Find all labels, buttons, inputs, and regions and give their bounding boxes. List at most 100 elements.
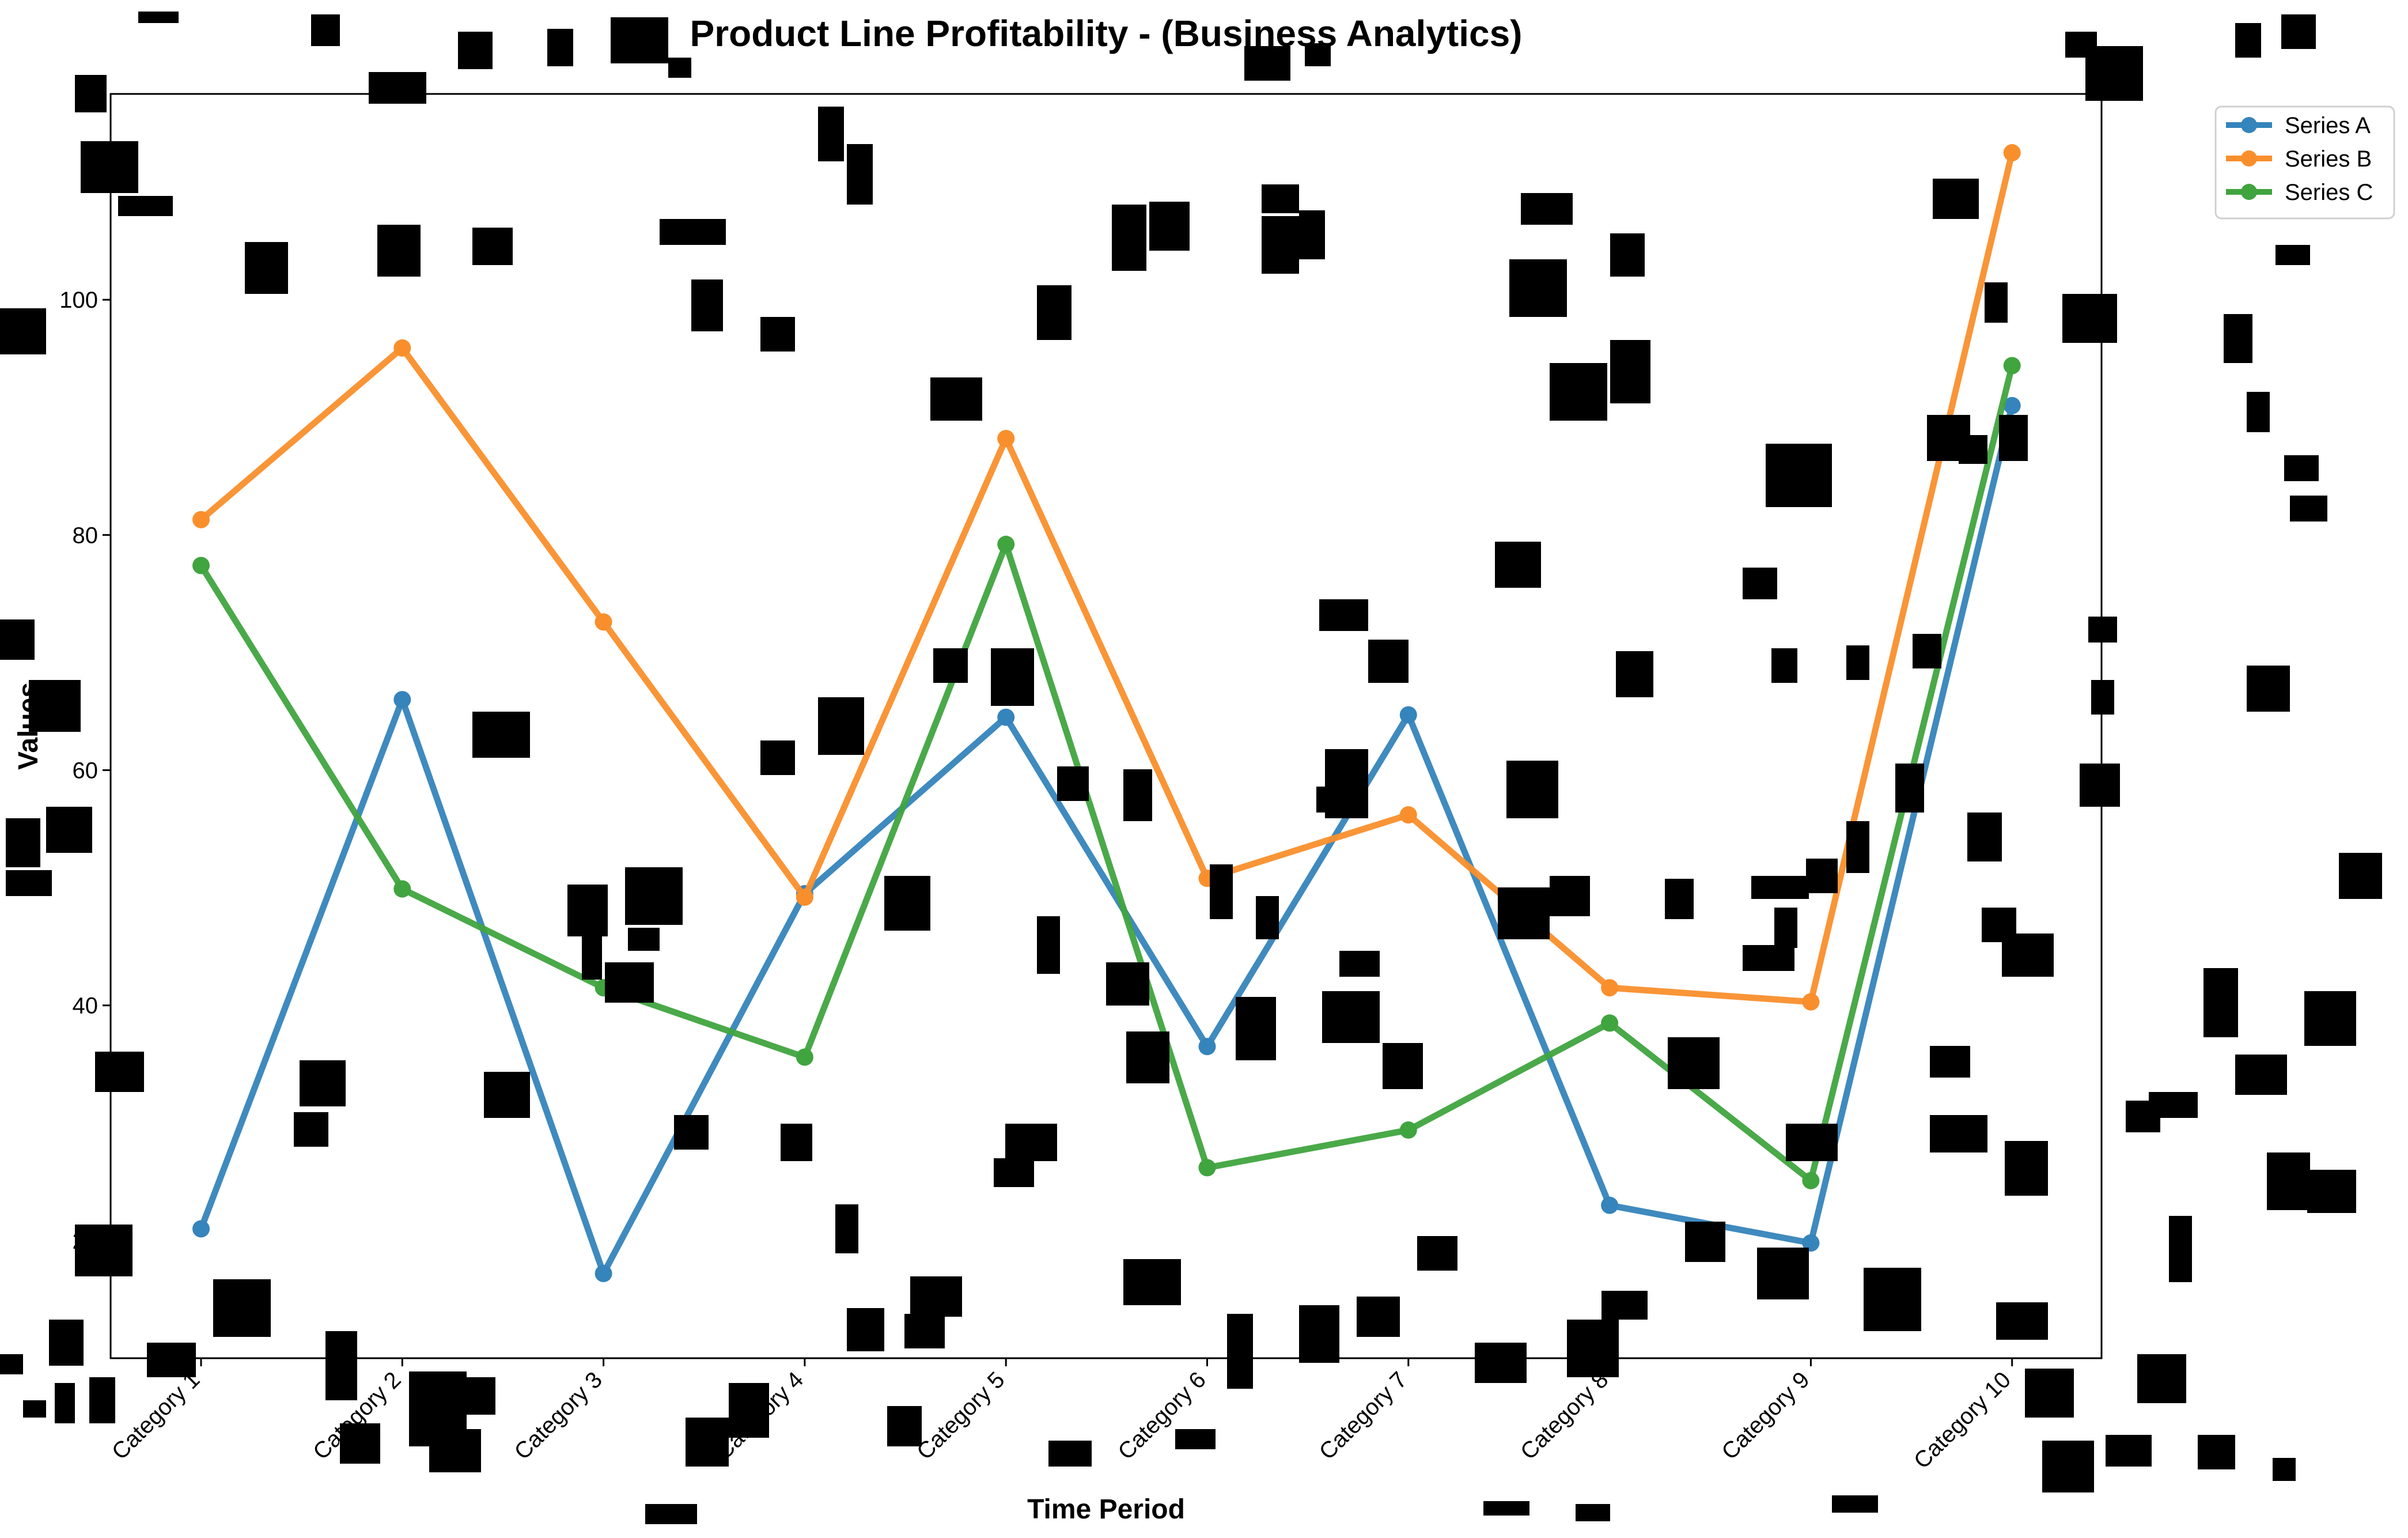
data-point xyxy=(997,429,1015,447)
occlusion-block xyxy=(55,1383,75,1423)
occlusion-block xyxy=(118,196,173,216)
occlusion-block xyxy=(369,72,426,104)
series-line xyxy=(198,362,2016,1184)
occlusion-block xyxy=(2276,245,2310,265)
occlusion-block xyxy=(2224,314,2252,363)
occlusion-block xyxy=(1766,444,1832,507)
occlusion-block xyxy=(1123,769,1152,821)
occlusion-block xyxy=(1601,1291,1648,1320)
occlusion-block xyxy=(729,1383,769,1438)
occlusion-block xyxy=(1832,1495,1878,1513)
occlusion-block xyxy=(904,1314,945,1348)
occlusion-block xyxy=(325,1331,357,1400)
occlusion-block xyxy=(2267,1152,2310,1210)
occlusion-block xyxy=(2002,934,2054,977)
occlusion-block xyxy=(1299,1305,1339,1363)
occlusion-block xyxy=(1576,1504,1610,1521)
occlusion-block xyxy=(2273,1458,2296,1481)
occlusion-block xyxy=(1567,1320,1619,1377)
occlusion-block xyxy=(1383,1043,1423,1089)
occlusion-block xyxy=(1509,259,1567,317)
occlusion-block xyxy=(0,619,35,660)
plot-frame xyxy=(109,93,2103,1359)
occlusion-block xyxy=(1806,859,1838,893)
occlusion-block xyxy=(1985,282,2008,323)
data-point xyxy=(1198,1038,1216,1056)
occlusion-block xyxy=(1256,896,1279,939)
occlusion-block xyxy=(2062,294,2117,343)
legend-label: Series C xyxy=(2285,180,2373,205)
occlusion-block xyxy=(1322,991,1380,1043)
occlusion-block xyxy=(1913,634,1941,668)
occlusion-block xyxy=(1037,916,1060,974)
occlusion-block xyxy=(2042,1441,2094,1492)
occlusion-block xyxy=(582,925,602,980)
occlusion-block xyxy=(2080,764,2120,807)
occlusion-block xyxy=(1751,876,1809,899)
occlusion-block xyxy=(300,1060,346,1106)
data-point xyxy=(997,535,1015,553)
occlusion-block xyxy=(1106,962,1149,1006)
occlusion-block xyxy=(1112,205,1146,271)
occlusion-block xyxy=(1786,1124,1838,1161)
data-point xyxy=(192,557,210,575)
occlusion-block xyxy=(884,876,930,931)
occlusion-block xyxy=(1057,766,1089,801)
data-point xyxy=(1601,979,1619,997)
legend: Series A Series B Series C xyxy=(2214,105,2395,220)
occlusion-block xyxy=(818,697,864,755)
occlusion-block xyxy=(2203,968,2238,1037)
occlusion-block xyxy=(1864,1268,1921,1331)
occlusion-block xyxy=(484,1072,530,1118)
occlusion-block xyxy=(1616,651,1653,697)
data-point xyxy=(1399,706,1417,724)
occlusion-block xyxy=(1305,43,1331,66)
occlusion-block xyxy=(1368,640,1409,683)
occlusion-block xyxy=(2247,666,2290,712)
occlusion-block xyxy=(2247,392,2270,432)
data-point xyxy=(2003,144,2021,162)
occlusion-block xyxy=(461,1377,495,1415)
occlusion-block xyxy=(1930,1115,1987,1152)
occlusion-block xyxy=(760,317,795,352)
occlusion-block xyxy=(1550,876,1590,916)
occlusion-block xyxy=(1005,1124,1057,1161)
data-point xyxy=(393,691,411,709)
occlusion-block xyxy=(1244,46,1290,81)
data-point xyxy=(2003,396,2021,414)
occlusion-block xyxy=(49,1320,84,1366)
occlusion-block xyxy=(1262,216,1299,274)
occlusion-block xyxy=(2198,1435,2235,1469)
occlusion-block xyxy=(2304,991,2356,1046)
occlusion-block xyxy=(1123,1259,1181,1305)
occlusion-block xyxy=(1757,1248,1809,1299)
occlusion-block xyxy=(6,818,40,867)
occlusion-block xyxy=(2169,1216,2192,1282)
occlusion-block xyxy=(645,1504,697,1524)
data-point xyxy=(192,1220,210,1238)
occlusion-block xyxy=(1048,1441,1092,1467)
occlusion-block xyxy=(1299,210,1325,259)
occlusion-block xyxy=(0,1354,23,1374)
occlusion-block xyxy=(472,712,530,758)
occlusion-block xyxy=(1417,1236,1457,1271)
occlusion-block xyxy=(994,1158,1034,1187)
occlusion-block xyxy=(23,1400,46,1418)
y-tick-label: 40 xyxy=(73,993,99,1019)
occlusion-block xyxy=(1227,1314,1253,1389)
occlusion-block xyxy=(628,928,660,951)
data-point xyxy=(1802,1234,1820,1252)
occlusion-block xyxy=(760,740,795,775)
occlusion-block xyxy=(1930,1046,1970,1078)
occlusion-block xyxy=(674,1115,709,1150)
occlusion-block xyxy=(933,648,968,683)
occlusion-block xyxy=(1483,1501,1529,1516)
occlusion-block xyxy=(1506,761,1558,818)
occlusion-blocks xyxy=(0,12,2382,1524)
data-point xyxy=(393,339,411,357)
occlusion-block xyxy=(1743,568,1777,599)
occlusion-block xyxy=(1668,1037,1720,1089)
occlusion-block xyxy=(340,1423,380,1464)
occlusion-block xyxy=(311,14,340,46)
legend-swatch-marker xyxy=(2241,117,2257,133)
